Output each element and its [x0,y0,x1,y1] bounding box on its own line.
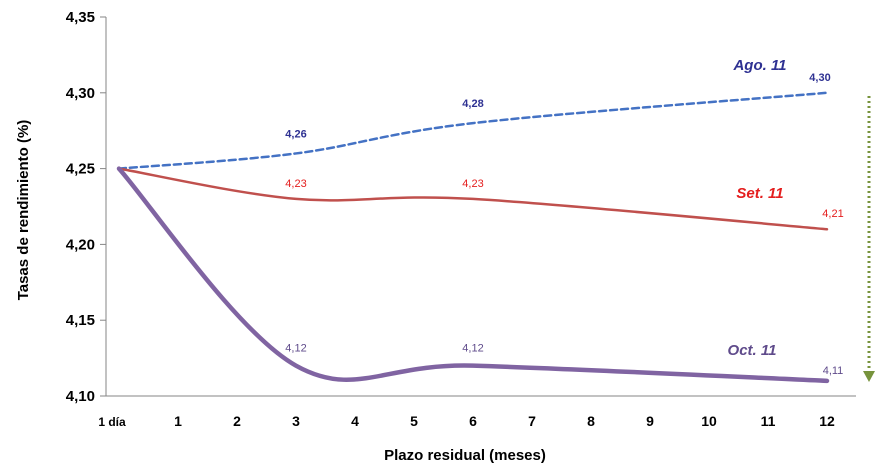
data-label: 4,26 [285,128,306,140]
series-name-labels: Ago. 11 Set. 11 Oct. 11 [728,57,787,359]
x-tick-label: 8 [587,413,595,429]
x-tick-label: 5 [410,413,418,429]
data-label: 4,23 [462,178,483,190]
series-line-0 [117,91,829,170]
x-tick-label: 1 [174,413,182,429]
y-tick-group: 4,10 4,15 4,20 4,25 4,30 4,35 [66,9,106,405]
data-label: 4,11 [823,365,844,377]
x-tick-label: 11 [761,413,776,429]
y-tick-label: 4,35 [66,9,95,26]
data-label: 4,28 [462,98,483,110]
x-tick-label: 6 [469,413,477,429]
series-line-1 [117,167,829,231]
downward-trend-arrow [863,96,875,382]
data-labels: 4,26 4,28 4,30 4,23 4,23 4,21 4,12 4,12 4,11 [285,72,843,377]
x-tick-label: 10 [701,413,717,429]
x-tick-label: 9 [646,413,654,429]
x-tick-label: 4 [351,413,359,429]
x-tick-label: 2 [233,413,241,429]
series-name-label: Oct. 11 [728,342,777,359]
series-name-label: Set. 11 [736,185,783,202]
data-label: 4,12 [285,343,306,355]
data-label: 4,12 [462,343,483,355]
x-axis-label: Plazo residual (meses) [384,447,546,464]
series-name-label: Ago. 11 [732,57,786,74]
x-tick-label: 1 día [98,415,126,429]
data-label: 4,21 [822,208,843,220]
series-lines [116,91,830,384]
y-tick-label: 4,15 [66,312,95,329]
y-tick-label: 4,20 [66,236,95,253]
y-tick-label: 4,30 [66,85,95,102]
y-tick-label: 4,25 [66,161,95,178]
data-label: 4,23 [285,178,306,190]
y-tick-label: 4,10 [66,388,95,405]
y-axis-label: Tasas de rendimiento (%) [15,120,32,301]
data-label: 4,30 [809,72,830,84]
x-tick-group: 1 día 1 2 3 4 5 6 7 8 9 10 11 12 [98,413,835,429]
x-tick-label: 7 [528,413,536,429]
x-tick-label: 12 [819,413,835,429]
series-line-2 [116,166,830,384]
x-tick-label: 3 [292,413,300,429]
